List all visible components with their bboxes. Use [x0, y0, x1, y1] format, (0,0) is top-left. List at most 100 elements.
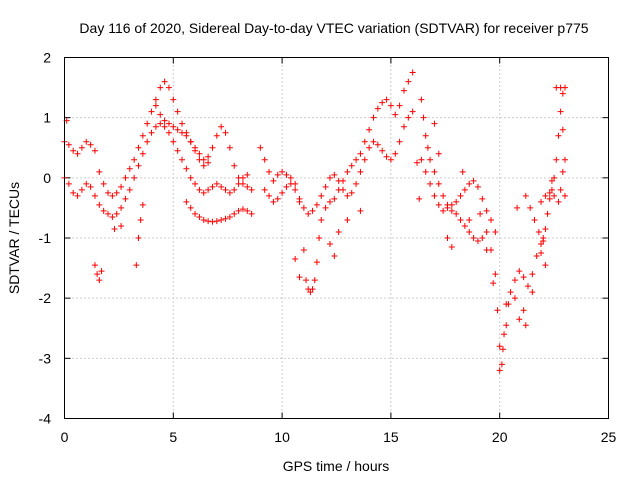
data-point	[157, 84, 164, 91]
data-point	[109, 192, 116, 199]
data-point	[357, 207, 364, 214]
data-point	[516, 316, 523, 323]
data-point	[551, 174, 558, 181]
data-point	[118, 222, 125, 229]
data-point	[548, 177, 555, 184]
data-point	[83, 138, 90, 145]
data-point	[505, 301, 512, 308]
data-point	[309, 286, 316, 293]
data-point	[318, 192, 325, 199]
data-point	[139, 132, 146, 139]
data-point	[78, 186, 85, 193]
data-point	[396, 138, 403, 145]
grid	[64, 57, 609, 419]
data-point	[87, 141, 94, 148]
data-point	[400, 87, 407, 94]
data-point	[483, 228, 490, 235]
data-point	[366, 126, 373, 133]
data-point	[392, 111, 399, 118]
data-point	[244, 171, 251, 178]
data-point	[546, 195, 553, 202]
data-point	[527, 204, 534, 211]
data-point	[94, 271, 101, 278]
data-point	[239, 174, 246, 181]
data-point	[344, 192, 351, 199]
data-point	[287, 180, 294, 187]
data-point	[226, 213, 233, 220]
data-point	[109, 213, 116, 220]
series-track-i	[522, 84, 568, 245]
data-point	[370, 138, 377, 145]
data-point	[100, 180, 107, 187]
data-point	[461, 186, 468, 193]
data-point	[174, 126, 181, 133]
data-point	[226, 189, 233, 196]
data-point	[65, 180, 72, 187]
data-point	[470, 177, 477, 184]
data-point	[187, 138, 194, 145]
data-point	[91, 147, 98, 154]
data-point	[161, 78, 168, 85]
data-point	[187, 204, 194, 211]
data-point	[179, 129, 186, 136]
data-point	[348, 189, 355, 196]
data-point	[516, 268, 523, 275]
series-track-a	[61, 78, 255, 199]
series-track-j	[538, 156, 568, 205]
data-point	[400, 123, 407, 130]
data-point	[561, 156, 568, 163]
data-point	[292, 256, 299, 263]
data-point	[531, 216, 538, 223]
data-point	[96, 201, 103, 208]
data-point	[520, 307, 527, 314]
data-point	[431, 192, 438, 199]
data-point	[96, 277, 103, 284]
data-point	[218, 216, 225, 223]
data-point	[113, 189, 120, 196]
data-point	[300, 247, 307, 254]
chart-title: Day 116 of 2020, Sidereal Day-to-day VTE…	[79, 20, 588, 36]
data-point	[331, 195, 338, 202]
data-point	[179, 156, 186, 163]
data-point	[152, 96, 159, 103]
data-point	[457, 192, 464, 199]
data-point	[105, 189, 112, 196]
data-point	[192, 210, 199, 217]
y-tick-label: -2	[39, 290, 52, 306]
data-point	[431, 168, 438, 175]
x-axis-label: GPS time / hours	[283, 458, 390, 474]
series-track-g	[418, 96, 547, 368]
data-point	[157, 120, 164, 127]
data-point	[479, 195, 486, 202]
data-point	[296, 195, 303, 202]
data-point	[266, 168, 273, 175]
y-tick-label: -1	[39, 230, 52, 246]
data-point	[448, 201, 455, 208]
data-point	[170, 123, 177, 130]
data-point	[344, 216, 351, 223]
data-point	[444, 235, 451, 241]
data-point	[555, 198, 562, 205]
data-point	[118, 183, 125, 190]
data-point	[331, 253, 338, 260]
data-point	[326, 198, 333, 205]
data-point	[148, 108, 155, 115]
data-point	[557, 108, 564, 115]
data-point	[244, 183, 251, 190]
data-point	[331, 171, 338, 178]
data-point	[200, 189, 207, 196]
data-point	[316, 235, 323, 241]
data-point	[392, 150, 399, 157]
data-point	[453, 198, 460, 205]
data-point	[559, 90, 566, 97]
data-point	[548, 186, 555, 193]
series-track-e	[257, 69, 416, 296]
data-point	[148, 129, 155, 136]
data-point	[470, 235, 477, 241]
plot-frame	[64, 57, 609, 419]
data-point	[414, 159, 421, 166]
data-point	[335, 177, 342, 184]
data-point	[222, 186, 229, 193]
data-point	[100, 207, 107, 214]
data-point	[218, 183, 225, 190]
